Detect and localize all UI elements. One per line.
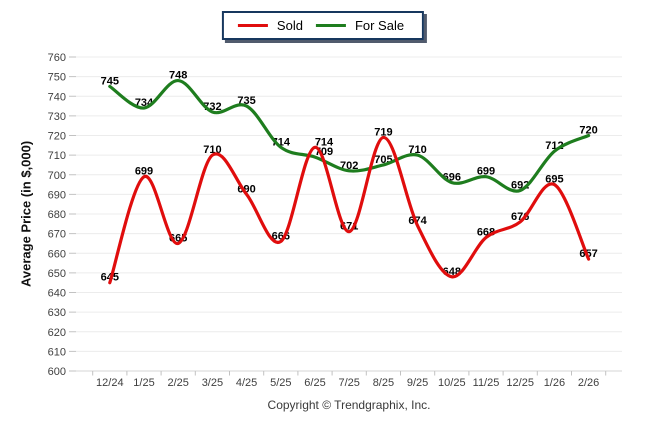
legend-label-for-sale: For Sale [354, 18, 405, 33]
y-tick-label: 760 [48, 52, 66, 64]
chart-legend: Sold For Sale [221, 11, 425, 40]
data-label: 676 [511, 211, 529, 223]
legend-label-sold: Sold [276, 18, 303, 33]
data-label: 699 [477, 166, 495, 178]
y-tick-label: 680 [48, 209, 66, 221]
x-tick-label: 2/26 [578, 377, 599, 389]
y-tick-label: 640 [48, 288, 66, 300]
sold-line-swatch [237, 24, 268, 27]
y-tick-label: 650 [48, 268, 66, 280]
y-tick-label: 750 [48, 72, 66, 84]
x-tick-label: 5/25 [270, 377, 291, 389]
data-label: 745 [101, 75, 119, 87]
for-sale-line [108, 78, 591, 193]
x-tick-label: 1/25 [133, 377, 154, 389]
y-tick-label: 700 [48, 170, 66, 182]
y-tick-label: 740 [48, 91, 66, 103]
x-tick-label: 1/26 [544, 377, 565, 389]
y-axis-title: Average Price (in $,000) [18, 140, 34, 288]
x-tick-label: 6/25 [304, 377, 325, 389]
x-tick-label: 4/25 [236, 377, 257, 389]
data-label: 714 [315, 136, 334, 148]
y-tick-label: 690 [48, 189, 66, 201]
sold-line [108, 135, 591, 285]
x-tick-label: 7/25 [338, 377, 359, 389]
copyright-text: Copyright © Trendgraphix, Inc. [267, 398, 431, 412]
data-label: 748 [169, 70, 187, 82]
x-tick-label: 3/25 [202, 377, 223, 389]
y-tick-label: 720 [48, 131, 66, 143]
data-label: 719 [374, 126, 392, 138]
data-label: 699 [135, 166, 153, 178]
x-tick-label: 12/24 [96, 377, 124, 389]
y-tick-label: 610 [48, 346, 66, 358]
x-tick-label: 2/25 [167, 377, 188, 389]
y-tick-label: 620 [48, 327, 66, 339]
y-tick-label: 630 [48, 307, 66, 319]
x-tick-label: 11/25 [473, 377, 500, 389]
for-sale-line-swatch [315, 24, 346, 27]
y-tick-label: 710 [48, 150, 66, 162]
y-tick-label: 660 [48, 248, 66, 260]
data-label: 720 [579, 125, 597, 137]
x-tick-label: 9/25 [407, 377, 428, 389]
y-tick-label: 730 [48, 111, 66, 123]
y-tick-label: 600 [48, 366, 66, 378]
x-tick-label: 12/25 [506, 377, 534, 389]
y-tick-label: 670 [48, 229, 66, 241]
x-tick-label: 8/25 [373, 377, 394, 389]
x-tick-label: 10/25 [438, 377, 466, 389]
